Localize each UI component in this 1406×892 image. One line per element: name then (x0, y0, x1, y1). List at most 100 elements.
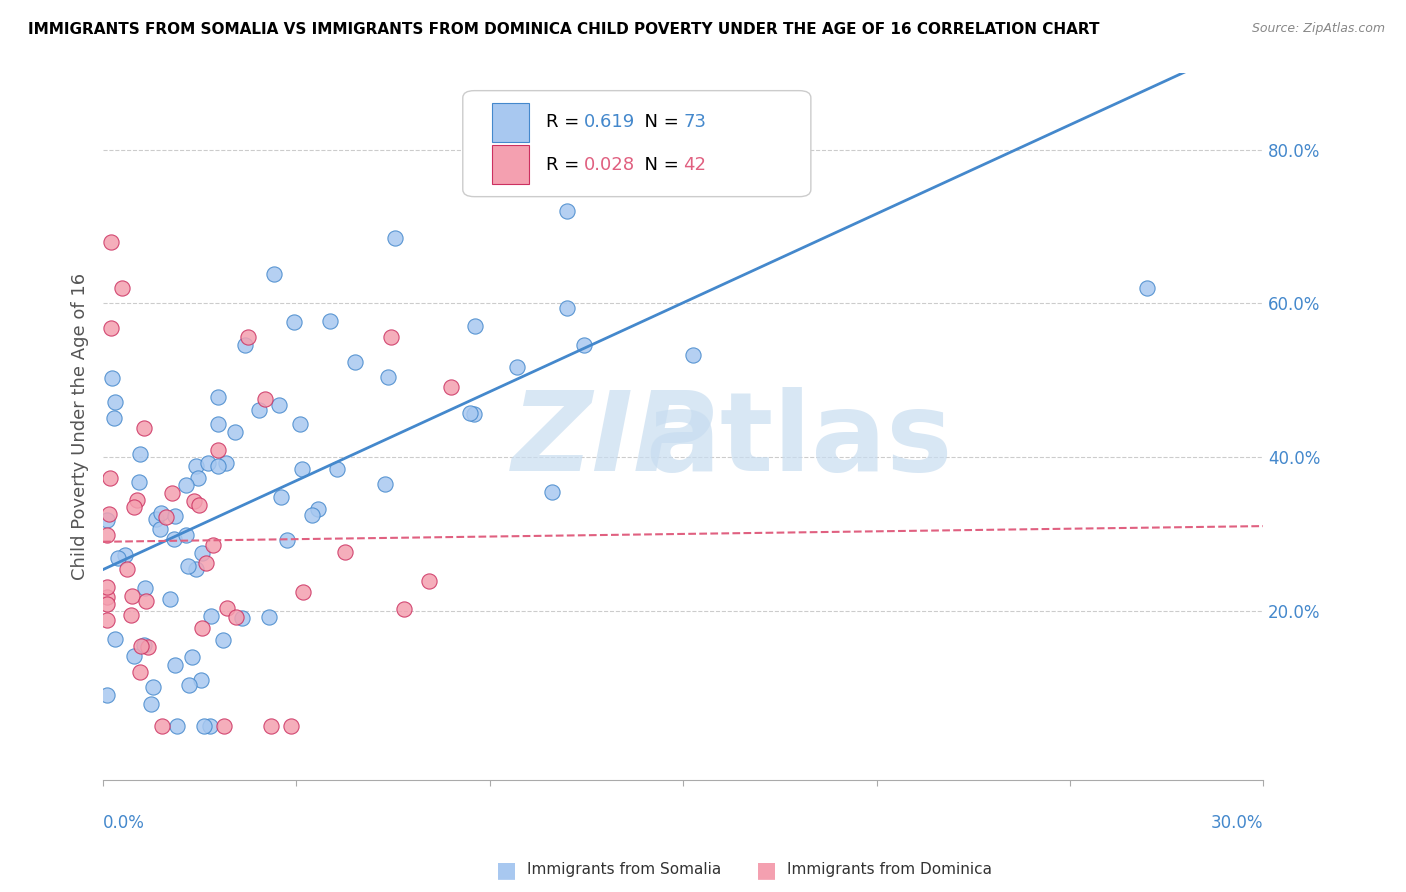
Point (333, 545, 356, 559)
Point (162, 533, 184, 547)
Text: 30.0%: 30.0% (1211, 814, 1264, 832)
Point (276, 533, 298, 547)
Point (326, 462, 349, 476)
Point (418, 574, 440, 588)
Point (177, 558, 200, 573)
Point (124, 500, 146, 514)
FancyBboxPatch shape (463, 91, 811, 196)
Point (1136, 281, 1159, 295)
Point (127, 492, 149, 507)
Point (114, 548, 136, 562)
Point (181, 649, 204, 664)
Point (150, 506, 173, 520)
Point (207, 390, 229, 404)
Point (96, 580, 118, 594)
Point (555, 204, 578, 219)
Point (292, 584, 315, 599)
Point (377, 369, 399, 384)
Point (225, 609, 247, 624)
Point (374, 477, 396, 491)
Point (207, 458, 229, 473)
Text: 0.028: 0.028 (583, 156, 634, 174)
Point (280, 719, 302, 733)
Point (384, 231, 406, 245)
Point (165, 658, 187, 673)
Point (270, 490, 292, 504)
Point (301, 508, 323, 523)
Point (247, 402, 270, 417)
Point (97, 508, 120, 522)
Point (682, 348, 704, 362)
Point (96, 513, 118, 527)
Text: 42: 42 (683, 156, 706, 174)
Point (291, 462, 314, 476)
Point (231, 611, 253, 625)
Text: 73: 73 (683, 113, 706, 131)
Text: N =: N = (633, 113, 685, 131)
Point (149, 522, 172, 536)
Point (100, 235, 122, 249)
Text: Immigrants from Somalia: Immigrants from Somalia (527, 863, 721, 877)
Point (260, 719, 283, 733)
Point (555, 301, 578, 315)
Point (134, 581, 156, 595)
Y-axis label: Child Poverty Under the Age of 16: Child Poverty Under the Age of 16 (72, 273, 89, 580)
Text: Immigrants from Dominica: Immigrants from Dominica (787, 863, 993, 877)
Point (257, 610, 280, 624)
Point (188, 498, 211, 512)
Point (212, 719, 235, 733)
Point (145, 512, 167, 526)
Point (191, 546, 214, 560)
Text: ■: ■ (756, 860, 776, 880)
Point (142, 680, 165, 694)
Text: R =: R = (547, 113, 585, 131)
Point (136, 640, 159, 654)
Point (211, 633, 233, 648)
Point (183, 493, 205, 508)
Point (160, 486, 183, 500)
Point (267, 398, 290, 412)
Point (104, 632, 127, 647)
Point (96, 614, 118, 628)
Point (197, 456, 219, 470)
Point (129, 639, 152, 653)
Point (380, 330, 402, 344)
Point (163, 508, 186, 523)
Point (263, 267, 285, 281)
Text: 0.0%: 0.0% (103, 814, 145, 832)
Point (100, 371, 122, 385)
Text: 0.619: 0.619 (583, 113, 634, 131)
Point (98, 471, 121, 485)
Point (134, 421, 156, 435)
Point (288, 417, 311, 432)
Point (122, 648, 145, 663)
Point (129, 665, 152, 679)
Point (129, 447, 152, 461)
Point (458, 406, 481, 420)
Point (193, 719, 215, 733)
Point (200, 608, 222, 623)
Point (574, 338, 596, 352)
Point (215, 456, 238, 470)
Point (166, 719, 188, 733)
Point (190, 673, 212, 687)
Point (159, 591, 181, 606)
Point (174, 527, 197, 541)
Point (96, 688, 118, 702)
Point (135, 594, 157, 608)
Point (187, 471, 209, 485)
Text: Source: ZipAtlas.com: Source: ZipAtlas.com (1251, 22, 1385, 36)
Point (96, 591, 118, 605)
Text: R =: R = (547, 156, 585, 174)
Point (254, 392, 277, 407)
Point (233, 337, 256, 351)
Point (121, 589, 143, 603)
Point (132, 639, 155, 653)
Point (195, 557, 218, 571)
Point (107, 550, 129, 565)
Point (103, 411, 125, 425)
Point (283, 315, 305, 329)
Point (111, 281, 134, 295)
Text: ■: ■ (496, 860, 516, 880)
Point (236, 330, 259, 344)
